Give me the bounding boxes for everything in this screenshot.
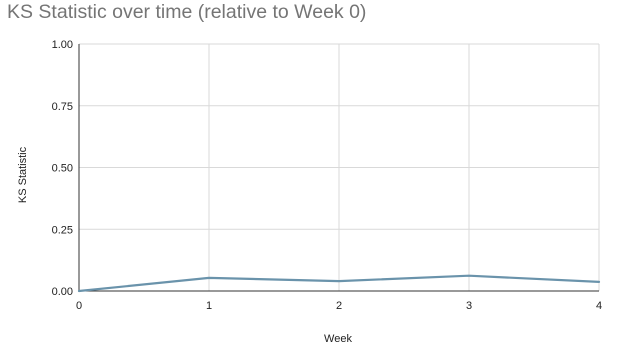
series-line	[77, 274, 601, 293]
x-axis-label: Week	[324, 333, 352, 345]
grid-lines	[79, 43, 600, 291]
y-tick-label: 0.00	[52, 286, 73, 298]
chart-title: KS Statistic over time (relative to Week…	[7, 1, 367, 23]
x-tick-label: 2	[336, 300, 342, 312]
x-tick-label: 3	[466, 300, 472, 312]
series-layer	[77, 274, 601, 293]
x-tick-label: 4	[596, 300, 602, 312]
y-axis-label: KS Statistic	[17, 146, 29, 203]
axes	[78, 44, 599, 292]
x-tick-label: 0	[76, 300, 82, 312]
y-tick-label: 1.00	[52, 39, 73, 51]
y-tick-label: 0.75	[52, 101, 73, 113]
y-tick-label: 0.50	[52, 163, 73, 175]
y-tick-label: 0.25	[52, 224, 73, 236]
x-tick-label: 1	[206, 300, 212, 312]
tick-labels: 0.00 0.25 0.50 0.75 1.00 0 1 2 3 4	[52, 39, 602, 312]
